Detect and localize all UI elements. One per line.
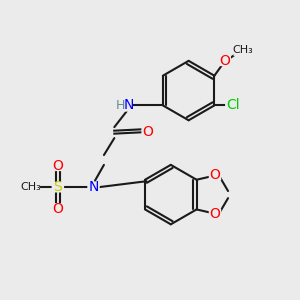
Text: N: N [123, 98, 134, 112]
Text: S: S [53, 180, 62, 194]
FancyBboxPatch shape [52, 160, 64, 171]
Text: N: N [88, 180, 99, 194]
Text: CH₃: CH₃ [232, 45, 253, 56]
FancyBboxPatch shape [21, 182, 40, 193]
Text: H: H [116, 99, 125, 112]
Text: Cl: Cl [226, 98, 240, 112]
Text: O: O [209, 168, 220, 182]
FancyBboxPatch shape [141, 127, 154, 137]
FancyBboxPatch shape [233, 45, 252, 56]
Text: O: O [52, 202, 63, 216]
Text: O: O [142, 125, 153, 139]
Text: O: O [52, 159, 63, 173]
FancyBboxPatch shape [52, 203, 64, 214]
Text: O: O [209, 207, 220, 221]
FancyBboxPatch shape [87, 182, 100, 193]
Text: O: O [219, 54, 230, 68]
FancyBboxPatch shape [218, 56, 231, 66]
FancyBboxPatch shape [114, 99, 133, 112]
FancyBboxPatch shape [209, 208, 221, 219]
FancyBboxPatch shape [209, 170, 221, 181]
FancyBboxPatch shape [225, 100, 242, 111]
FancyBboxPatch shape [52, 182, 64, 193]
Text: CH₃: CH₃ [20, 182, 41, 192]
